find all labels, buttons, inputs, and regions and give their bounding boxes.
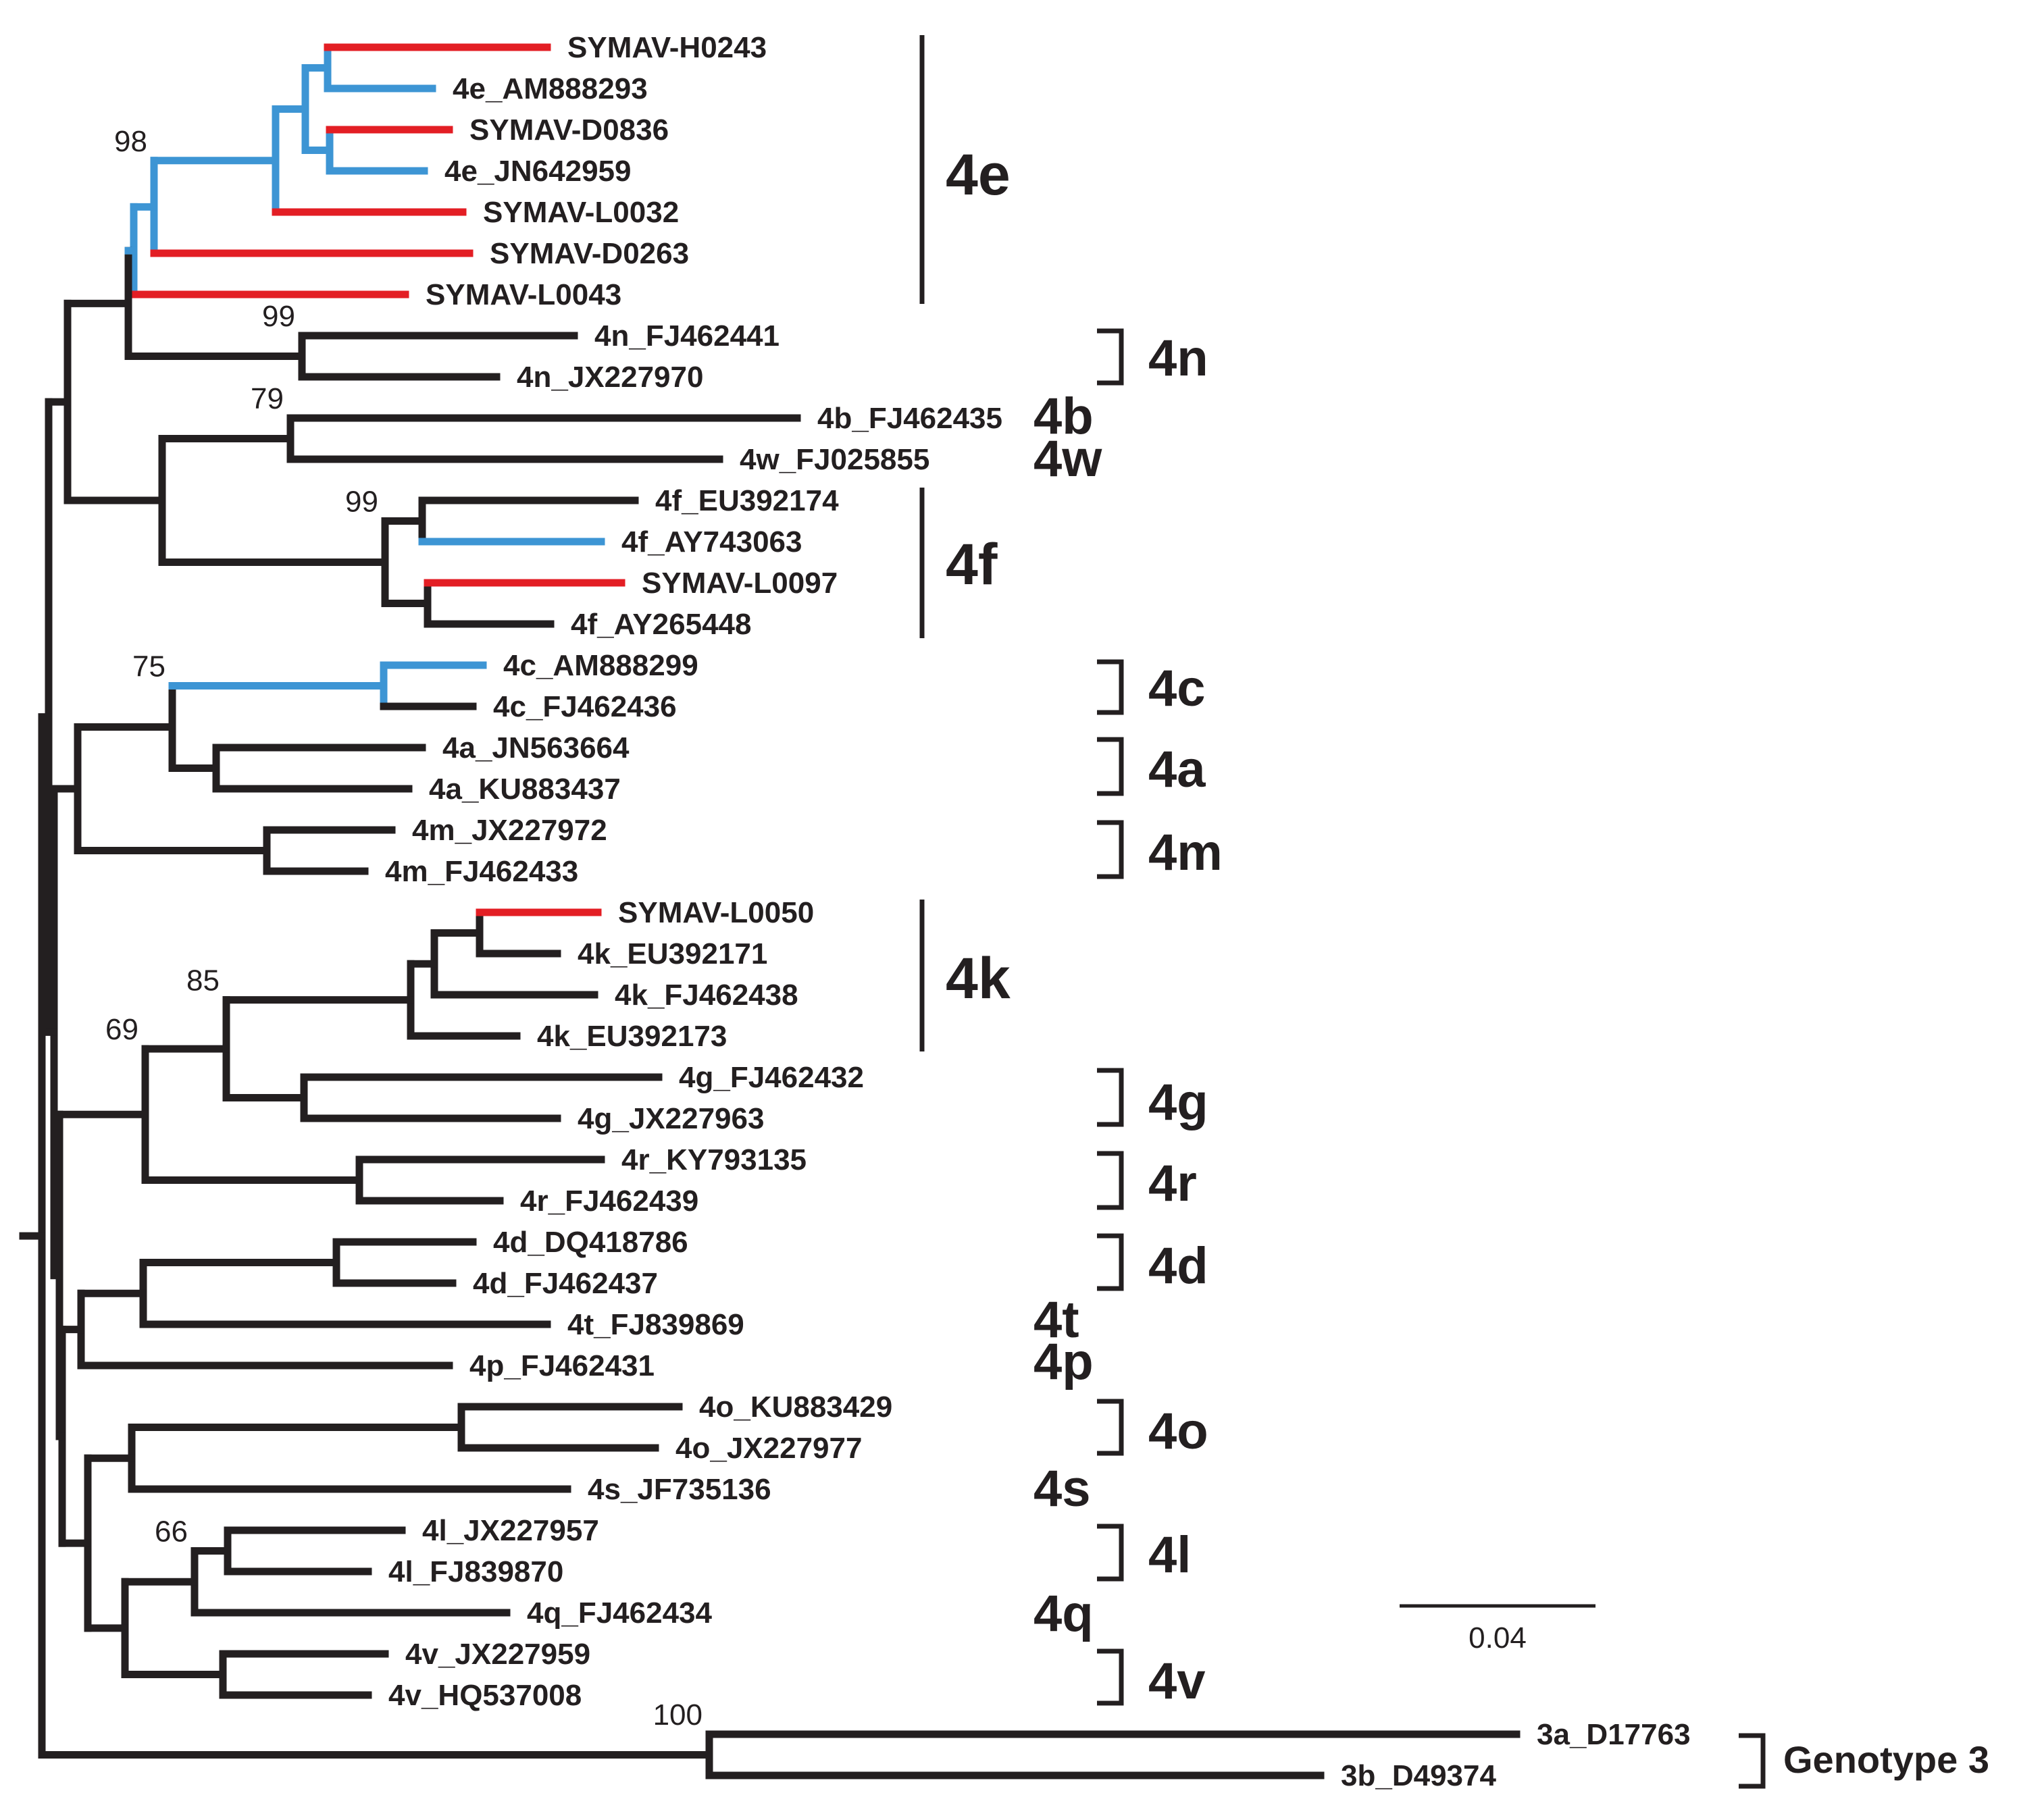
- tip-label: SYMAV-D0263: [490, 237, 689, 270]
- tip-label: 4w_FJ025855: [740, 443, 929, 476]
- tip-label: 4a_KU883437: [429, 773, 621, 806]
- clade-label: 4k: [946, 946, 1011, 1011]
- clade-label: 4l: [1148, 1526, 1191, 1584]
- clade-label: 4o: [1148, 1403, 1208, 1460]
- tip-label: 4f_AY265448: [571, 608, 752, 641]
- clade-label: 4g: [1148, 1074, 1208, 1131]
- tip-label: 4r_FJ462439: [520, 1185, 698, 1218]
- tip-label: 4g_FJ462432: [679, 1061, 864, 1094]
- tip-label: 4n_FJ462441: [594, 319, 780, 353]
- clade-bracket: [1097, 1151, 1124, 1210]
- clade-bracket: [1097, 1233, 1124, 1291]
- tip-label: 4g_JX227963: [578, 1102, 764, 1135]
- tip-label: 4k_EU392171: [578, 937, 767, 970]
- clade-label: 4q: [1033, 1585, 1094, 1642]
- bootstrap-value: 98: [114, 125, 147, 158]
- bootstrap-value: 79: [251, 382, 284, 415]
- tip-label: 4v_HQ537008: [388, 1679, 582, 1712]
- tip-label: 4c_FJ462436: [493, 690, 677, 723]
- tip-label: 4k_FJ462438: [615, 979, 798, 1012]
- clade-bracket: [1097, 328, 1124, 386]
- tip-label: 4e_JN642959: [444, 155, 631, 188]
- tip-label: 4e_AM888293: [453, 72, 648, 105]
- tip-label: SYMAV-L0097: [642, 567, 838, 600]
- tip-label: 4n_JX227970: [517, 361, 703, 394]
- tip-label: 4m_FJ462433: [385, 855, 578, 888]
- bootstrap-value: 99: [262, 300, 295, 333]
- scale-bar-label: 0.04: [1469, 1621, 1527, 1655]
- clade-label: 4w: [1033, 430, 1102, 488]
- tip-label: 3b_D49374: [1341, 1759, 1496, 1792]
- clade-label: 4m: [1148, 824, 1223, 881]
- clade-bracket: [1097, 1399, 1124, 1456]
- tip-label: 4b_FJ462435: [817, 402, 1002, 435]
- tip-label: 4m_JX227972: [412, 814, 607, 847]
- tip-label: 4v_JX227959: [405, 1638, 590, 1671]
- clade-bracket: [1097, 1524, 1124, 1582]
- clade-label: 4v: [1148, 1653, 1206, 1710]
- bootstrap-value: 99: [345, 486, 378, 519]
- clade-label: 4p: [1033, 1333, 1094, 1390]
- clade-bracket: [1739, 1733, 1766, 1789]
- bootstrap-value: 69: [105, 1013, 138, 1046]
- clade-label: 4f: [946, 532, 998, 597]
- tip-label: SYMAV-D0836: [469, 113, 669, 147]
- tip-label: 4l_JX227957: [422, 1514, 599, 1547]
- clade-label: 4c: [1148, 660, 1206, 717]
- clade-bracket: [1097, 659, 1124, 715]
- tip-label: 4t_FJ839869: [567, 1308, 744, 1341]
- clade-label: 4t: [1033, 1291, 1079, 1349]
- tip-label: 4d_DQ418786: [493, 1226, 688, 1259]
- bootstrap-value: 85: [186, 964, 220, 997]
- tip-label: 4f_EU392174: [655, 484, 839, 517]
- clade-bracket: [1097, 1068, 1124, 1127]
- tip-label: 4d_FJ462437: [473, 1267, 658, 1300]
- clade-label: 4b: [1033, 388, 1094, 445]
- tip-label: SYMAV-L0043: [426, 278, 621, 311]
- clade-label: 4n: [1148, 330, 1208, 387]
- tip-label: 4l_FJ839870: [388, 1555, 563, 1588]
- clade-label: 4e: [946, 142, 1011, 207]
- bootstrap-value: 100: [653, 1698, 703, 1732]
- clade-label: 4a: [1148, 741, 1206, 798]
- clade-label: 4d: [1148, 1237, 1208, 1295]
- tip-label: SYMAV-L0032: [483, 196, 679, 229]
- clade-label: 4r: [1148, 1155, 1197, 1212]
- tip-label: 4k_EU392173: [537, 1020, 727, 1053]
- tip-label: 4s_JF735136: [588, 1473, 771, 1506]
- clade-label: Genotype 3: [1783, 1738, 1989, 1781]
- bootstrap-value: 75: [132, 650, 165, 683]
- tip-label: 3a_D17763: [1537, 1718, 1691, 1751]
- tip-label: 4p_FJ462431: [469, 1349, 655, 1382]
- tip-label: SYMAV-H0243: [567, 31, 767, 64]
- tip-label: 4r_KY793135: [621, 1143, 807, 1176]
- clade-label: 4s: [1033, 1460, 1091, 1517]
- tip-label: 4a_JN563664: [442, 731, 630, 764]
- tip-label: 4q_FJ462434: [527, 1596, 713, 1630]
- tip-label: 4c_AM888299: [503, 649, 698, 682]
- tip-label: 4o_KU883429: [699, 1390, 892, 1424]
- clade-bracket: [1097, 820, 1124, 879]
- clade-bracket: [1097, 1648, 1124, 1706]
- tip-label: 4f_AY743063: [621, 525, 802, 558]
- tip-label: 4o_JX227977: [675, 1432, 862, 1465]
- bootstrap-value: 66: [155, 1515, 188, 1549]
- clade-bracket: [1097, 737, 1124, 796]
- tip-label: SYMAV-L0050: [618, 896, 814, 929]
